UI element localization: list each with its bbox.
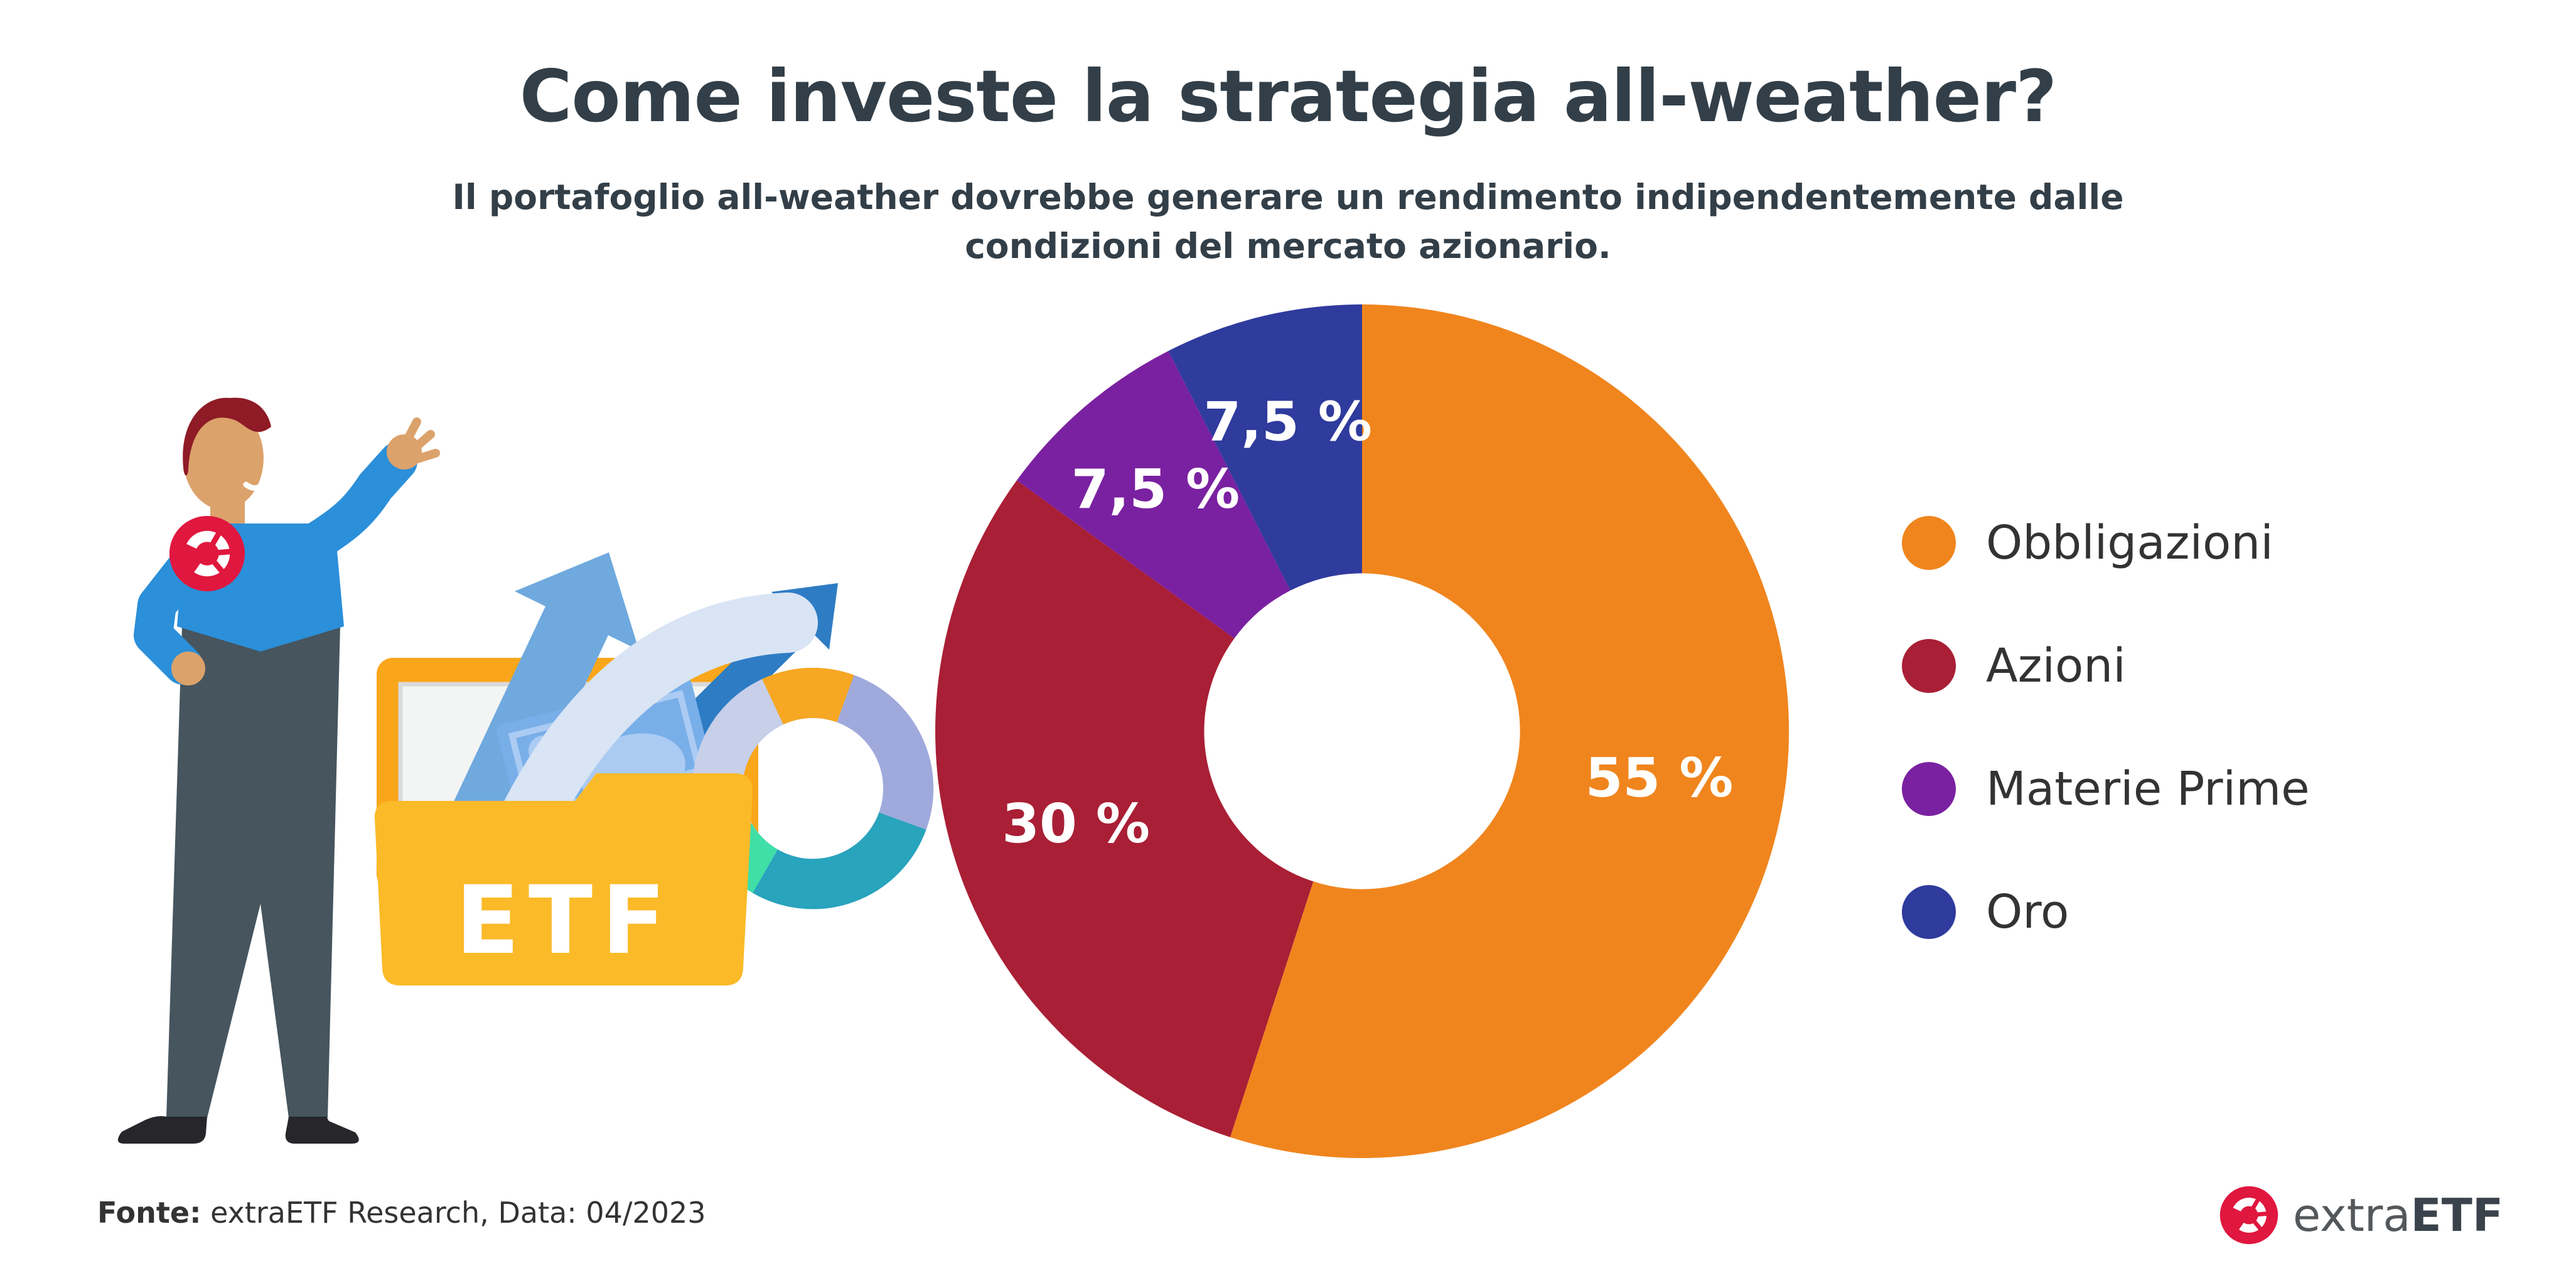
pie-slice-oro [1168,304,1362,591]
header: Come investe la strategia all-weather? I… [0,53,2576,271]
legend-item-materie-prime: Materie Prime [1902,762,2310,816]
legend-dot-icon [1902,639,1956,693]
source-note: Fonte: extraETF Research, Data: 04/2023 [97,1196,706,1230]
legend-item-label: Materie Prime [1986,762,2310,816]
legend-item-label: Azioni [1986,639,2126,693]
legend-item-label: Obbligazioni [1986,516,2273,570]
legend-dot-icon [1902,762,1956,816]
shoe-icon [285,1117,359,1144]
donut-chart: 55 % 30 % 7,5 % 7,5 % [910,279,1814,1183]
pie-value-label: 55 % [1586,747,1734,810]
etf-folder-icon: ETF [374,552,934,985]
folder-label: ETF [455,866,674,975]
pie-value-label: 7,5 % [1071,458,1240,521]
legend-item-obbligazioni: Obbligazioni [1902,516,2310,570]
smile [243,480,267,491]
pie-value-label: 30 % [1002,793,1150,856]
extraetf-logo: extraETF [2218,1184,2503,1247]
pie-slice-obbligazioni [1230,304,1790,1158]
growth-arrow-icon [443,552,639,854]
extraetf-badge-icon [169,516,245,591]
hand-icon [171,652,205,685]
source-text: extraETF Research, Data: 04/2023 [201,1196,706,1230]
page-title: Come investe la strategia all-weather? [519,55,2058,138]
legend-dot-icon [1902,516,1956,570]
page-subtitle: Il portafoglio all-weather dovrebbe gene… [452,177,2124,267]
legend-item-azioni: Azioni [1902,639,2310,693]
pie-value-label: 7,5 % [1203,390,1371,453]
logo-text-etf: ETF [2410,1189,2503,1242]
person-figure [117,397,440,1144]
extraetf-logo-text: extraETF [2293,1193,2503,1238]
legend-item-label: Oro [1986,885,2069,939]
fingers [400,417,440,464]
legend-item-oro: Oro [1902,885,2310,939]
extraetf-logo-mark-icon [2218,1184,2280,1247]
shoe-icon [117,1116,207,1144]
source-label: Fonte: [97,1196,201,1230]
pie-slice-azioni [935,480,1314,1137]
hair [183,397,271,476]
legend-dot-icon [1902,885,1956,939]
chart-legend: Obbligazioni Azioni Materie Prime Oro [1902,516,2310,939]
etf-illustration: ETF [117,397,934,1144]
logo-text-extra: extra [2292,1189,2411,1242]
pie-slice-materie-prime [1016,351,1291,639]
ring-swoosh [491,593,818,865]
